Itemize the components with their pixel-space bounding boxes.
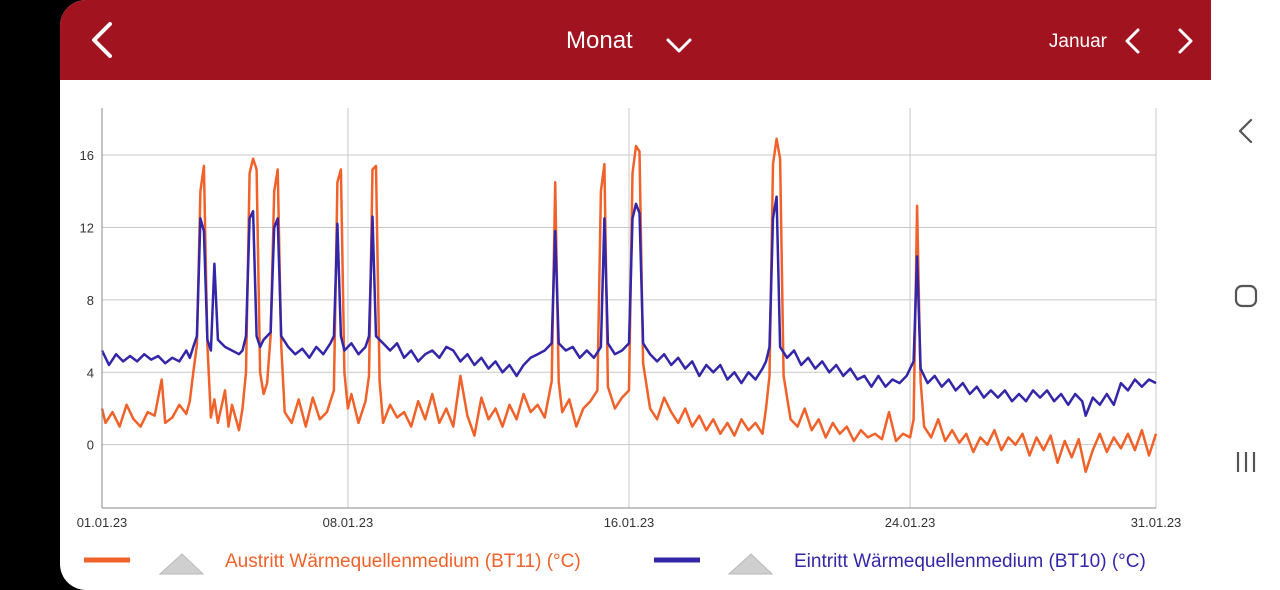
app-screen: Monat Januar 0 4 8 12 16 01.01.23 08.01.23 16.0… xyxy=(60,0,1211,590)
back-arrow-icon[interactable] xyxy=(84,18,124,62)
month-label: Januar xyxy=(1048,31,1107,52)
series-line-bt10 xyxy=(100,195,1157,417)
temperature-chart: 0 4 8 12 16 01.01.23 08.01.23 16.01.23 24.01.23 3… xyxy=(77,108,1182,575)
x-tick-label: 16.01.23 xyxy=(604,515,655,530)
android-nav-bar xyxy=(1211,0,1280,590)
period-title[interactable]: Monat xyxy=(566,27,633,54)
y-tick-label: 12 xyxy=(80,220,94,235)
chevron-left-icon[interactable] xyxy=(1118,24,1148,58)
recent-apps-icon[interactable] xyxy=(1233,447,1259,477)
y-tick-label: 16 xyxy=(80,148,94,163)
y-tick-label: 8 xyxy=(87,293,94,308)
y-tick-label: 0 xyxy=(87,438,94,453)
legend-label[interactable]: Austritt Wärmequellenmedium (BT11) (°C) xyxy=(225,551,581,572)
chart-axes: 0 4 8 12 16 01.01.23 08.01.23 16.01.23 24.01.23 3… xyxy=(77,108,1182,530)
legend-label[interactable]: Eintritt Wärmequellenmedium (BT10) (°C) xyxy=(794,551,1146,572)
chart-legend: Austritt Wärmequellenmedium (BT11) (°C) E… xyxy=(84,551,1146,575)
chevron-down-icon[interactable] xyxy=(662,32,696,56)
x-tick-label: 24.01.23 xyxy=(885,515,936,530)
header-bar: Monat Januar xyxy=(60,0,1211,80)
chevron-right-icon[interactable] xyxy=(1170,24,1200,58)
chart-series xyxy=(100,137,1158,474)
home-icon[interactable] xyxy=(1233,281,1259,311)
x-tick-label: 01.01.23 xyxy=(77,515,128,530)
mountain-icon[interactable] xyxy=(158,553,205,575)
series-line-bt11 xyxy=(100,137,1158,474)
mountain-icon[interactable] xyxy=(727,553,774,575)
x-tick-label: 31.01.23 xyxy=(1131,515,1182,530)
x-tick-label: 08.01.23 xyxy=(323,515,374,530)
back-icon[interactable] xyxy=(1233,116,1259,146)
y-tick-label: 4 xyxy=(87,365,94,380)
